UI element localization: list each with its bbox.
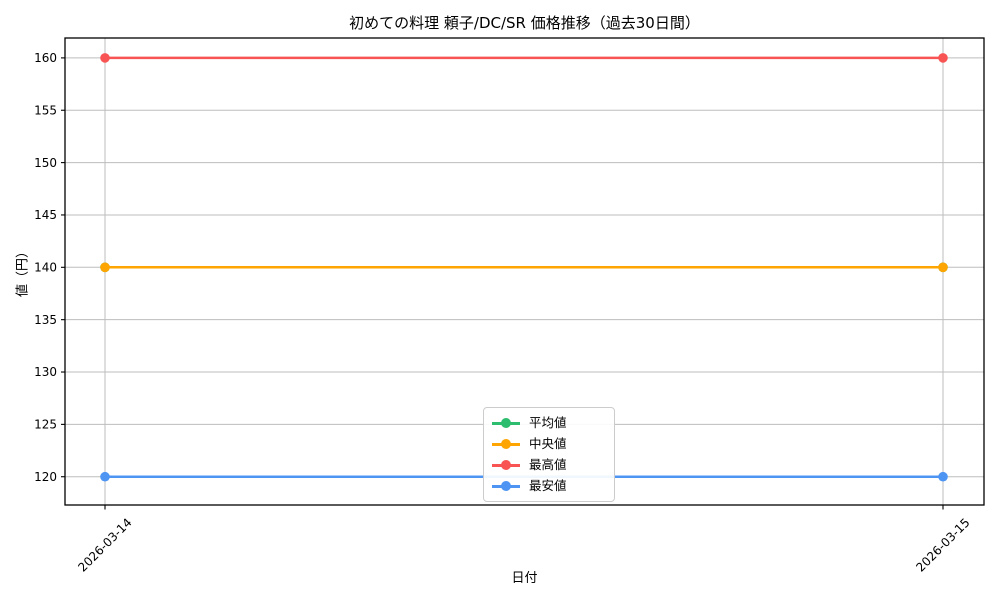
data-point-marker: [100, 53, 110, 63]
legend-line-marker-icon: [492, 438, 520, 450]
data-point-marker: [938, 262, 948, 273]
data-point-marker: [100, 471, 110, 482]
legend: 平均値中央値最高値最安値: [483, 407, 615, 502]
axes-border: [64, 37, 985, 506]
legend-line-marker-icon: [492, 417, 520, 429]
x-tick-label: 2026-03-14: [75, 515, 134, 574]
y-tick-label: 140: [34, 261, 57, 275]
legend-item: 平均値: [492, 413, 608, 433]
data-point-marker: [100, 262, 110, 273]
y-axis-label: 値（円）: [15, 244, 31, 298]
y-tick-label: 135: [34, 313, 57, 327]
y-tick-label: 125: [34, 418, 57, 432]
y-tick-label: 120: [34, 470, 57, 484]
x-tick-label: 2026-03-15: [913, 515, 972, 574]
x-axis-label: 日付: [511, 571, 538, 586]
legend-label: 平均値: [529, 415, 567, 430]
legend-item: 中央値: [492, 434, 608, 454]
legend-label: 最安値: [529, 478, 567, 493]
chart-title: 初めての料理 頼子/DC/SR 価格推移（過去30日間）: [349, 14, 700, 32]
legend-label: 中央値: [529, 436, 567, 451]
y-tick-label: 160: [34, 51, 57, 65]
y-tick-label: 150: [34, 156, 57, 170]
legend-label: 最高値: [529, 457, 567, 472]
legend-item: 最高値: [492, 455, 608, 475]
y-tick-label: 145: [34, 208, 57, 222]
data-point-marker: [938, 471, 948, 482]
legend-item: 最安値: [492, 476, 608, 496]
legend-line-marker-icon: [492, 459, 520, 471]
data-point-marker: [938, 53, 948, 63]
y-tick-label: 155: [34, 103, 57, 117]
legend-line-marker-icon: [492, 480, 520, 492]
y-tick-label: 130: [34, 365, 57, 379]
